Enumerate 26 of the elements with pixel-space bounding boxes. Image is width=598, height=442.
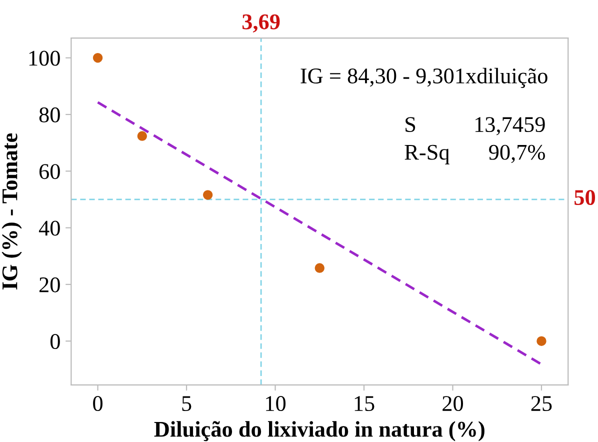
ref-line-label: 50 <box>574 190 596 206</box>
y-tick-label: 0 <box>50 334 60 350</box>
point <box>314 263 324 273</box>
y-tick-label: 60 <box>39 164 60 180</box>
annotation: 13,7459 <box>475 117 545 136</box>
x-tick-label: 5 <box>182 396 192 412</box>
annotation: R-Sq <box>404 144 450 164</box>
y-axis-title: IG (%) - Tomate <box>2 133 22 290</box>
annotation: 3,69 <box>242 14 280 33</box>
y-tick-label: 100 <box>29 50 60 66</box>
y-tick-label: 20 <box>40 277 60 292</box>
annotation: IG = 84,30 - 9,301xdiluição <box>300 68 548 88</box>
annotation: S <box>406 117 416 132</box>
point <box>202 190 213 200</box>
annotation: 90,7% <box>489 144 545 164</box>
y-tick-label: 80 <box>39 107 60 122</box>
x-tick-label: 15 <box>354 396 374 412</box>
point <box>137 131 148 141</box>
x-axis-title: Diluição do lixiviado in natura (%) <box>154 421 484 442</box>
y-tick-label: 40 <box>38 220 60 236</box>
point <box>92 52 103 63</box>
x-tick-label: 10 <box>266 396 286 412</box>
x-tick-label: 20 <box>442 396 464 412</box>
point <box>536 336 546 346</box>
x-tick-label: 25 <box>531 396 552 412</box>
x-tick-label: 0 <box>93 396 102 412</box>
